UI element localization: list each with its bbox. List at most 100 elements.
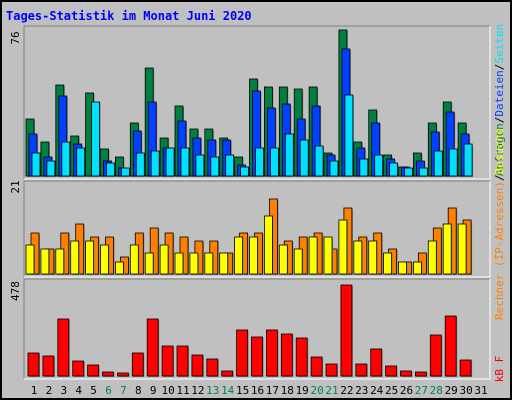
panel-bevel-light	[24, 26, 491, 180]
bar-pages-day-25	[389, 162, 399, 177]
bar-kbytes-day-12	[191, 354, 204, 377]
day-label-14: 14	[221, 384, 235, 397]
bar-pages-day-21	[329, 160, 339, 177]
day-label-11: 11	[176, 384, 189, 397]
day-label-25: 25	[385, 384, 398, 397]
day-label-29: 29	[445, 384, 458, 397]
day-label-4: 4	[75, 384, 82, 397]
bar-visits-day-4	[70, 240, 80, 275]
bar-visits-day-22	[338, 219, 348, 275]
legend-part-1: /	[493, 117, 506, 124]
bar-pages-day-14	[225, 154, 235, 177]
visits-max-label: 21	[9, 180, 22, 193]
bar-visits-day-26	[398, 261, 407, 275]
day-label-3: 3	[60, 384, 67, 397]
bar-pages-day-17	[269, 147, 279, 177]
bar-kbytes-day-15	[236, 329, 249, 377]
bar-visits-day-19	[293, 248, 303, 275]
day-label-1: 1	[31, 384, 38, 397]
bar-kbytes-day-22	[340, 284, 353, 377]
day-label-26: 26	[400, 384, 413, 397]
bar-kbytes-day-10	[161, 345, 174, 377]
bar-kbytes-day-24	[370, 348, 383, 377]
bar-kbytes-day-1	[27, 352, 40, 377]
bar-visits-day-28	[427, 240, 437, 275]
bar-pages-day-13	[210, 156, 220, 177]
kbytes-max-label: 478	[9, 281, 22, 301]
day-label-27: 27	[415, 384, 428, 397]
legend-part-0: Rechner (IP-Adressen)	[493, 181, 506, 320]
bar-visits-day-15	[234, 236, 244, 275]
panel-bevel-dark	[23, 180, 490, 277]
bar-pages-day-12	[195, 154, 205, 177]
bar-pages-day-27	[418, 167, 428, 177]
bar-kbytes-day-29	[444, 315, 457, 377]
bar-kbytes-day-11	[176, 345, 189, 377]
bar-visits-day-25	[383, 252, 393, 275]
bar-kbytes-day-26	[400, 370, 412, 377]
requests-max-label: 76	[9, 31, 22, 44]
bar-kbytes-day-23	[355, 363, 368, 377]
bar-pages-day-1	[31, 152, 41, 177]
bar-pages-day-10	[165, 147, 175, 177]
day-label-13: 13	[206, 384, 219, 397]
bar-kbytes-day-27	[414, 371, 427, 377]
bar-pages-day-7	[121, 167, 130, 177]
bar-visits-day-16	[249, 236, 258, 275]
bar-visits-day-12	[189, 252, 199, 275]
bar-series-group	[25, 29, 474, 377]
bar-kbytes-day-25	[385, 365, 398, 377]
bar-pages-day-15	[240, 166, 250, 177]
bar-kbytes-day-4	[72, 360, 85, 377]
bar-visits-day-5	[85, 240, 94, 275]
day-label-20: 20	[310, 384, 323, 397]
bar-pages-day-3	[61, 141, 71, 177]
day-label-2: 2	[46, 384, 53, 397]
legend-part-0: kB F	[493, 356, 506, 383]
day-label-8: 8	[135, 384, 142, 397]
bar-kbytes-day-30	[459, 359, 472, 377]
panel-bevel-dark	[23, 25, 490, 179]
bar-visits-day-18	[278, 244, 288, 275]
bar-pages-day-16	[255, 147, 264, 177]
legend-part-0: Anfragen	[493, 123, 506, 176]
legend-hosts-visits: Rechner (IP-Adressen)/Besuche	[493, 128, 506, 320]
bar-pages-day-24	[374, 154, 384, 177]
bar-visits-day-21	[323, 236, 333, 275]
legend-part-2: Dateien	[493, 70, 506, 116]
bar-pages-day-9	[150, 150, 160, 177]
bar-kbytes-day-2	[42, 355, 55, 377]
day-label-30: 30	[459, 384, 472, 397]
bar-pages-day-8	[135, 152, 145, 177]
x-axis-day-labels: 1 2 3 4 5 6 7 8 9 10 11 12 13 14 15 16 17 18 19 20 21 22 23 24 2…	[31, 384, 488, 397]
bar-visits-day-24	[368, 240, 378, 275]
bar-pages-day-20	[314, 145, 324, 177]
bar-pages-day-23	[359, 158, 369, 177]
bar-kbytes-day-20	[310, 356, 323, 377]
day-label-17: 17	[266, 384, 279, 397]
legend-part-4: Seiten	[493, 24, 506, 64]
chart-title: Tages-Statistik im Monat Juni 2020	[6, 9, 252, 23]
day-label-9: 9	[150, 384, 157, 397]
day-label-23: 23	[355, 384, 368, 397]
bar-pages-day-2	[46, 160, 56, 177]
bar-visits-day-11	[174, 252, 184, 275]
bar-pages-day-5	[91, 101, 100, 177]
legend-part-2: Besuche	[493, 128, 506, 174]
bar-kbytes-day-14	[221, 370, 234, 377]
bar-visits-day-7	[115, 261, 124, 275]
day-label-21: 21	[325, 384, 338, 397]
day-label-6: 6	[105, 384, 112, 397]
bar-pages-day-19	[299, 139, 309, 177]
bar-kbytes-day-7	[117, 372, 129, 377]
bar-visits-day-10	[159, 244, 169, 275]
bar-visits-day-17	[263, 215, 273, 275]
bar-visits-day-2	[40, 248, 50, 275]
bar-visits-day-6	[100, 244, 109, 275]
day-label-7: 7	[120, 384, 127, 397]
bar-kbytes-day-28	[429, 334, 442, 377]
bar-kbytes-day-13	[206, 358, 219, 377]
bar-visits-day-23	[353, 240, 363, 275]
